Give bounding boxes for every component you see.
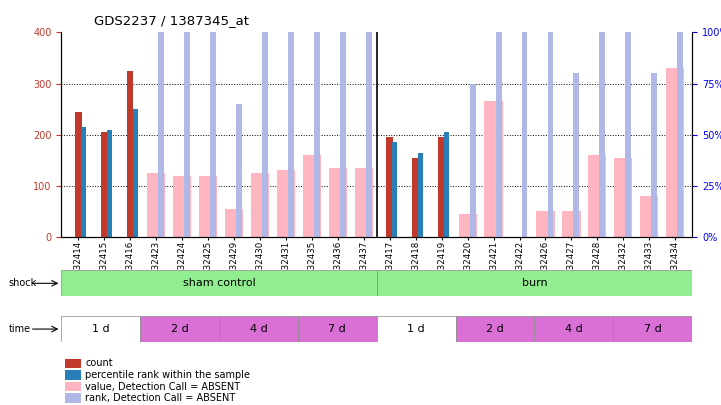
Bar (127, 71, 133, 237)
Bar (459, 214, 477, 237)
Bar (199, 176, 217, 237)
Text: 2 d: 2 d (486, 324, 504, 334)
Bar (147, 173, 165, 237)
Bar (412, 158, 419, 237)
Text: count: count (85, 358, 112, 369)
Bar (219, 316, 298, 342)
Text: value, Detection Call = ABSENT: value, Detection Call = ABSENT (85, 382, 240, 392)
Bar (536, 211, 554, 237)
Text: time: time (9, 324, 31, 334)
Bar (184, 0, 190, 237)
Bar (61, 316, 140, 342)
Bar (65, 393, 81, 403)
Bar (562, 211, 580, 237)
Bar (262, 0, 267, 237)
Bar (438, 137, 445, 237)
Bar (329, 168, 347, 237)
Bar (101, 132, 107, 237)
Text: 2 d: 2 d (171, 324, 188, 334)
Bar (625, 0, 632, 237)
Bar (666, 68, 684, 237)
Text: 7 d: 7 d (644, 324, 662, 334)
Text: shock: shock (9, 278, 37, 288)
Text: sham control: sham control (182, 278, 255, 288)
Text: rank, Detection Call = ABSENT: rank, Detection Call = ABSENT (85, 393, 235, 403)
Bar (386, 137, 393, 237)
Bar (651, 73, 658, 237)
Text: 4 d: 4 d (565, 324, 583, 334)
Bar (495, 0, 502, 237)
Text: GDS2237 / 1387345_at: GDS2237 / 1387345_at (94, 14, 249, 27)
Bar (65, 370, 81, 380)
Bar (65, 359, 81, 368)
Bar (303, 155, 321, 237)
Bar (75, 112, 81, 237)
Bar (65, 382, 81, 391)
Bar (61, 270, 377, 296)
Bar (573, 73, 580, 237)
Bar (392, 142, 397, 237)
Text: percentile rank within the sample: percentile rank within the sample (85, 370, 250, 380)
Bar (133, 109, 138, 237)
Bar (640, 196, 658, 237)
Text: burn: burn (521, 278, 547, 288)
Bar (485, 101, 503, 237)
Bar (107, 130, 112, 237)
Bar (288, 0, 293, 237)
Bar (140, 316, 219, 342)
Bar (298, 316, 377, 342)
Bar (456, 316, 534, 342)
Bar (534, 316, 614, 342)
Bar (418, 153, 423, 237)
Bar (377, 316, 456, 342)
Text: 1 d: 1 d (92, 324, 110, 334)
Bar (377, 270, 692, 296)
Bar (366, 0, 372, 237)
Bar (158, 0, 164, 237)
Bar (225, 209, 243, 237)
Bar (599, 0, 606, 237)
Bar (355, 168, 373, 237)
Bar (588, 155, 606, 237)
Bar (314, 0, 320, 237)
Bar (469, 83, 476, 237)
Bar (251, 173, 269, 237)
Bar (210, 2, 216, 237)
Text: 1 d: 1 d (407, 324, 425, 334)
Bar (81, 127, 86, 237)
Bar (677, 0, 684, 237)
Text: 7 d: 7 d (329, 324, 346, 334)
Bar (614, 316, 692, 342)
Bar (614, 158, 632, 237)
Bar (277, 171, 295, 237)
Bar (340, 0, 346, 237)
Bar (521, 0, 528, 237)
Bar (173, 176, 191, 237)
Text: 4 d: 4 d (249, 324, 267, 334)
Bar (547, 0, 554, 237)
Bar (236, 104, 242, 237)
Bar (444, 132, 449, 237)
